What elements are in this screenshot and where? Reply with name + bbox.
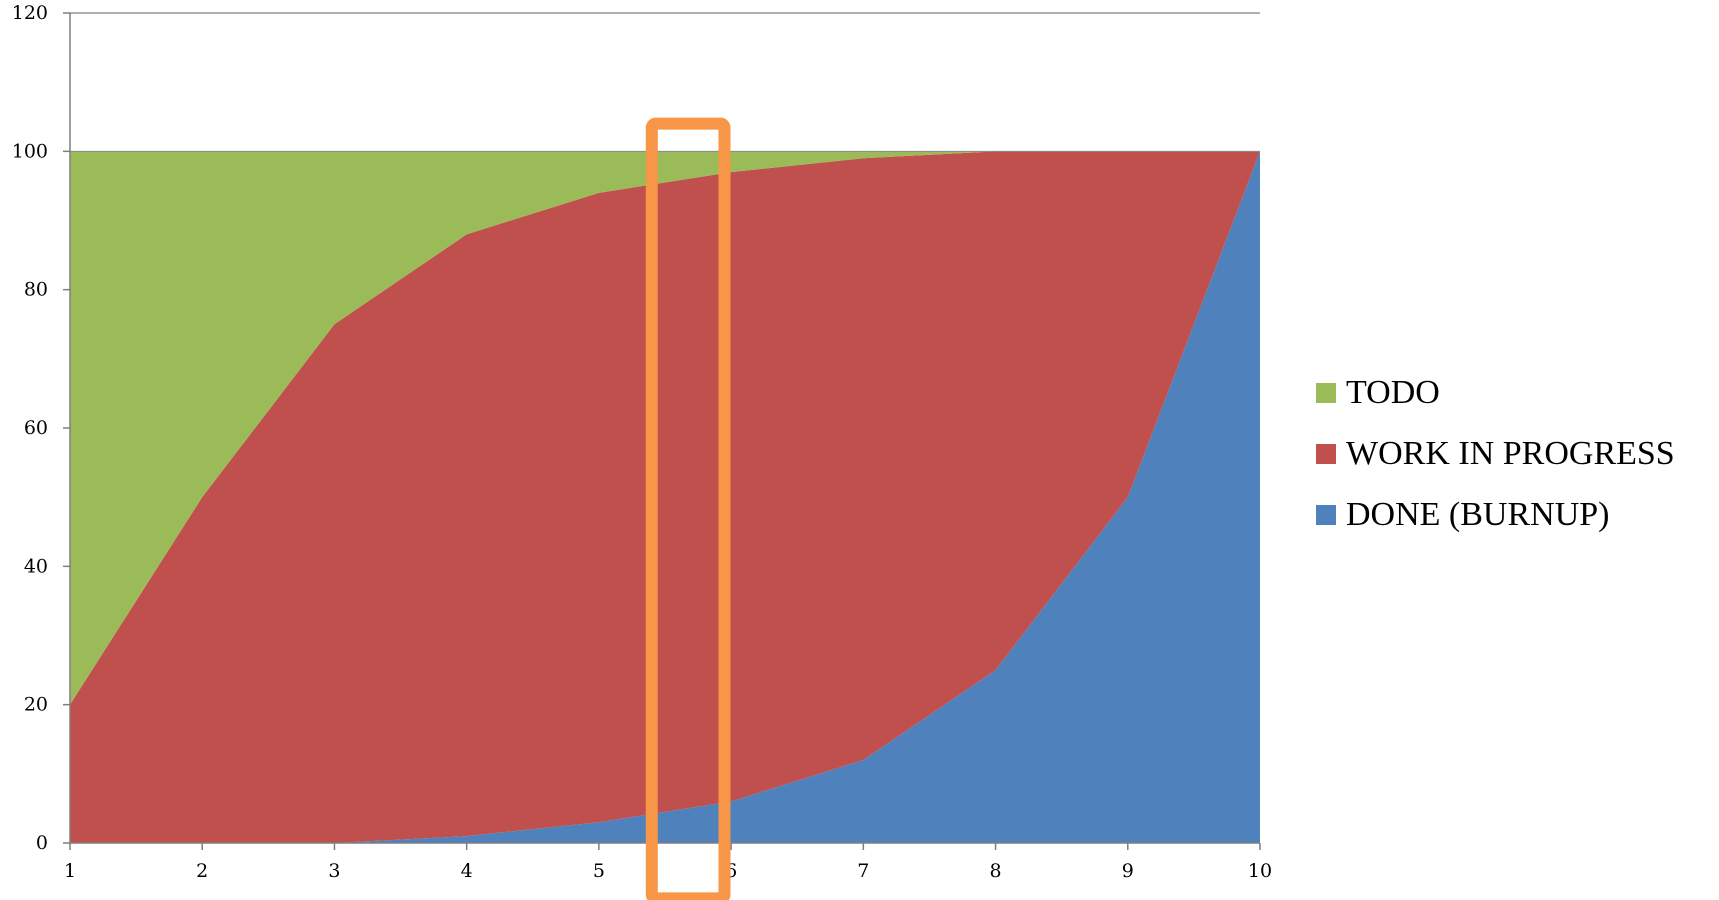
x-tick-label: 5 <box>593 860 605 882</box>
y-tick-label: 80 <box>24 279 48 301</box>
area-work-in-progress <box>70 151 1260 843</box>
x-tick-label: 9 <box>1122 860 1134 882</box>
legend-label-todo: TODO <box>1346 373 1440 411</box>
y-tick-label: 20 <box>24 694 48 716</box>
legend-item-todo: TODO <box>1316 362 1675 423</box>
area-done-burnup <box>70 151 1260 843</box>
y-tick-label: 120 <box>12 2 48 24</box>
y-tick-label: 40 <box>24 555 48 577</box>
legend-swatch-work-in-progress <box>1316 443 1336 464</box>
highlight-rectangle <box>645 117 731 900</box>
legend-label-done: DONE (BURNUP) <box>1346 495 1610 533</box>
y-tick-label: 100 <box>12 140 48 162</box>
x-tick-label: 3 <box>328 860 340 882</box>
legend-item-work-in-progress: WORK IN PROGRESS <box>1316 423 1675 484</box>
legend-label-work-in-progress: WORK IN PROGRESS <box>1346 434 1675 472</box>
legend-item-done: DONE (BURNUP) <box>1316 484 1675 545</box>
x-tick-label: 1 <box>64 860 76 882</box>
legend-swatch-todo <box>1316 382 1336 403</box>
x-tick-label: 4 <box>461 860 473 882</box>
x-tick-label: 7 <box>857 860 869 882</box>
area-series-group <box>70 151 1260 843</box>
legend-swatch-done <box>1316 504 1336 525</box>
area-todo <box>70 151 1260 705</box>
x-tick-label: 10 <box>1248 860 1272 882</box>
y-tick-label: 0 <box>36 832 48 854</box>
chart-legend: TODO WORK IN PROGRESS DONE (BURNUP) <box>1316 362 1675 545</box>
axes-group <box>63 12 1261 850</box>
y-tick-label: 60 <box>24 417 48 439</box>
x-tick-label: 2 <box>196 860 208 882</box>
annotation-group <box>645 117 731 900</box>
x-tick-label: 8 <box>990 860 1002 882</box>
